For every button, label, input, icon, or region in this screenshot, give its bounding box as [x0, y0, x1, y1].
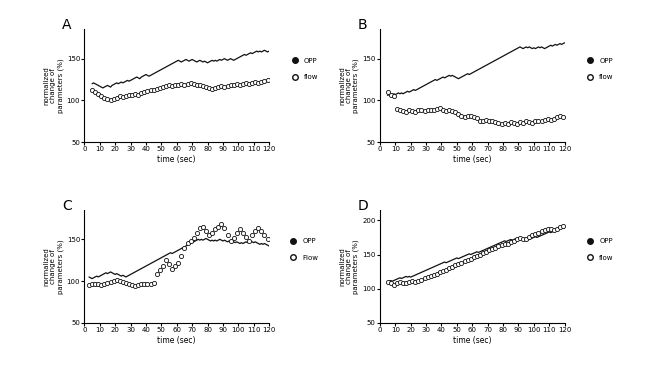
Text: D: D	[358, 199, 369, 213]
X-axis label: time (sec): time (sec)	[158, 336, 196, 345]
X-axis label: time (sec): time (sec)	[453, 336, 491, 345]
Y-axis label: normalized
change of
parameters (%): normalized change of parameters (%)	[43, 239, 64, 294]
Text: B: B	[358, 18, 367, 32]
Text: A: A	[62, 18, 71, 32]
Y-axis label: normalized
change of
parameters (%): normalized change of parameters (%)	[339, 239, 360, 294]
Y-axis label: normalized
change of
parameters (%): normalized change of parameters (%)	[43, 58, 64, 113]
Text: C: C	[62, 199, 72, 213]
Legend: OPP, Flow: OPP, Flow	[284, 236, 321, 264]
Y-axis label: normalized
change of
parameters (%): normalized change of parameters (%)	[339, 58, 360, 113]
Legend: OPP, flow: OPP, flow	[581, 236, 617, 264]
Legend: OPP, flow: OPP, flow	[285, 55, 321, 83]
X-axis label: time (sec): time (sec)	[453, 155, 491, 164]
X-axis label: time (sec): time (sec)	[158, 155, 196, 164]
Legend: OPP, flow: OPP, flow	[581, 55, 617, 83]
